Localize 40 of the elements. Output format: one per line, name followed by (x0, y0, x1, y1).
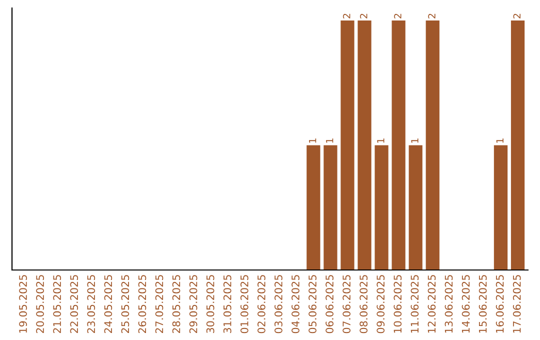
x-tick-label: 09.06.2025 (376, 275, 385, 334)
data-label: 1 (326, 138, 334, 143)
data-label: 2 (513, 14, 520, 18)
x-tick-label: 26.05.2025 (138, 275, 146, 334)
x-tick-label: 21.05.2025 (53, 275, 62, 334)
x-tick-label: 08.06.2025 (360, 275, 368, 334)
x-tick-label: 24.05.2025 (104, 275, 112, 334)
x-tick-label: 25.05.2025 (121, 275, 130, 334)
x-tick-label: 17.06.2025 (512, 275, 521, 333)
data-label: 2 (342, 14, 350, 18)
x-tick-label: 19.05.2025 (19, 275, 27, 333)
x-tick-label: 22.05.2025 (70, 275, 78, 334)
x-tick-label: 06.06.2025 (326, 275, 334, 334)
x-tick-label: 01.06.2025 (240, 275, 248, 334)
x-tick-label: 16.06.2025 (496, 275, 504, 333)
data-label: 2 (428, 14, 436, 18)
x-tick-label: 28.05.2025 (172, 275, 180, 334)
x-tick-label: 31.05.2025 (223, 275, 232, 334)
data-label: 1 (411, 138, 418, 143)
x-tick-label: 27.05.2025 (155, 275, 164, 334)
data-label: 1 (377, 138, 384, 143)
x-tick-label: 04.06.2025 (292, 275, 300, 334)
x-tick-label: 12.06.2025 (428, 275, 436, 333)
x-tick-label: 02.06.2025 (257, 275, 266, 334)
x-tick-label: 11.06.2025 (410, 275, 419, 333)
x-tick-label: 20.05.2025 (36, 275, 44, 334)
data-label: 2 (394, 14, 402, 18)
data-label: 2 (360, 14, 368, 18)
x-tick-label: 07.06.2025 (342, 275, 351, 334)
x-tick-label: 23.05.2025 (87, 275, 96, 334)
x-tick-label: 13.06.2025 (444, 275, 453, 333)
x-tick-label: 10.06.2025 (394, 275, 402, 333)
x-tick-label: 30.05.2025 (206, 275, 214, 334)
x-tick-label: 05.06.2025 (308, 275, 316, 334)
x-tick-label: 29.05.2025 (189, 275, 198, 334)
data-label: 1 (309, 138, 316, 143)
x-tick-label: 15.06.2025 (478, 275, 487, 333)
data-label: 1 (496, 138, 504, 143)
x-tick-label: 14.06.2025 (462, 275, 470, 333)
x-tick-label: 03.06.2025 (274, 275, 282, 334)
